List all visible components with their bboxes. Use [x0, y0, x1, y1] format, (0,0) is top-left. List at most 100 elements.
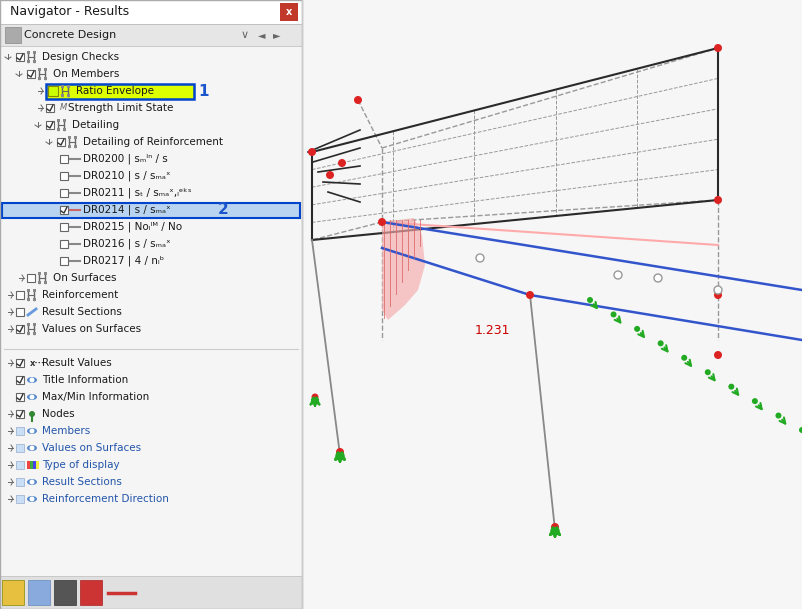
- Bar: [46, 104, 54, 112]
- Text: Strength Limit State: Strength Limit State: [68, 103, 173, 113]
- Bar: [2, 203, 300, 217]
- Circle shape: [714, 44, 722, 52]
- Bar: [33, 60, 35, 63]
- Bar: [60, 189, 68, 197]
- Text: Nodes: Nodes: [42, 409, 75, 419]
- Circle shape: [338, 159, 346, 167]
- Bar: [46, 83, 194, 99]
- Circle shape: [336, 448, 344, 456]
- Text: 2: 2: [218, 203, 229, 217]
- Circle shape: [30, 496, 34, 501]
- Bar: [67, 94, 70, 97]
- Bar: [16, 291, 24, 299]
- Bar: [16, 393, 24, 401]
- Text: M: M: [60, 104, 67, 113]
- Circle shape: [476, 254, 484, 262]
- Bar: [26, 323, 30, 326]
- Circle shape: [610, 311, 617, 317]
- Circle shape: [728, 384, 735, 390]
- Text: Reinforcement Direction: Reinforcement Direction: [42, 494, 169, 504]
- Circle shape: [714, 351, 722, 359]
- Circle shape: [658, 340, 664, 347]
- Text: 1.231: 1.231: [475, 323, 511, 337]
- Bar: [0, 24, 302, 46]
- Bar: [43, 272, 47, 275]
- Circle shape: [654, 274, 662, 282]
- Bar: [33, 289, 35, 292]
- Text: Max/Min Information: Max/Min Information: [42, 392, 149, 402]
- Circle shape: [378, 218, 386, 226]
- Circle shape: [308, 148, 316, 156]
- Bar: [2, 580, 24, 605]
- Ellipse shape: [27, 394, 37, 400]
- Circle shape: [654, 274, 662, 282]
- Text: DR0215 | Noₗᴵᴹ / No: DR0215 | Noₗᴵᴹ / No: [83, 222, 182, 232]
- Bar: [5, 27, 21, 43]
- Bar: [0, 0, 302, 609]
- Circle shape: [29, 411, 35, 417]
- Circle shape: [614, 271, 622, 279]
- Bar: [38, 77, 40, 80]
- Bar: [26, 51, 30, 54]
- Circle shape: [30, 446, 34, 451]
- Text: x···: x···: [30, 359, 45, 367]
- Ellipse shape: [27, 496, 37, 502]
- Bar: [63, 119, 66, 122]
- Text: On Members: On Members: [53, 69, 119, 79]
- Text: Detailing: Detailing: [72, 120, 119, 130]
- Text: Result Sections: Result Sections: [42, 307, 122, 317]
- Bar: [26, 289, 30, 292]
- Circle shape: [705, 369, 711, 375]
- Bar: [46, 121, 54, 129]
- Bar: [26, 332, 30, 335]
- Text: DR0211 | sₜ / sₘₐˣ,ₗᵉᵏˢ: DR0211 | sₜ / sₘₐˣ,ₗᵉᵏˢ: [83, 188, 192, 199]
- Circle shape: [799, 427, 802, 433]
- Bar: [67, 136, 71, 139]
- Bar: [2, 203, 300, 217]
- Text: Design Checks: Design Checks: [42, 52, 119, 62]
- Bar: [33, 51, 35, 54]
- Bar: [36, 461, 39, 469]
- Circle shape: [714, 286, 722, 294]
- Bar: [33, 461, 36, 469]
- Bar: [48, 86, 58, 96]
- Circle shape: [552, 527, 558, 533]
- Circle shape: [30, 395, 34, 400]
- Circle shape: [337, 452, 343, 458]
- Bar: [0, 0, 302, 24]
- Bar: [43, 281, 47, 284]
- Bar: [26, 60, 30, 63]
- Text: Title Information: Title Information: [42, 375, 128, 385]
- Circle shape: [30, 479, 34, 485]
- Bar: [0, 46, 302, 609]
- Text: DR0210 | s / sₘₐˣ: DR0210 | s / sₘₐˣ: [83, 171, 171, 181]
- Bar: [60, 240, 68, 248]
- Bar: [38, 68, 40, 71]
- Circle shape: [526, 291, 534, 299]
- Circle shape: [30, 429, 34, 434]
- Bar: [67, 85, 70, 88]
- Bar: [33, 323, 35, 326]
- Ellipse shape: [27, 445, 37, 451]
- Bar: [16, 53, 24, 61]
- Bar: [280, 3, 298, 21]
- Text: Values on Surfaces: Values on Surfaces: [42, 443, 141, 453]
- Text: DR0214 | s / sₘₐˣ: DR0214 | s / sₘₐˣ: [83, 205, 171, 215]
- Ellipse shape: [27, 479, 37, 485]
- Bar: [16, 478, 24, 486]
- Circle shape: [551, 523, 559, 531]
- Text: Ratio Envelope: Ratio Envelope: [76, 86, 154, 96]
- Bar: [0, 576, 302, 609]
- Polygon shape: [382, 218, 425, 320]
- Bar: [60, 85, 63, 88]
- Text: x: x: [286, 7, 292, 17]
- Bar: [60, 172, 68, 180]
- Text: ►: ►: [273, 30, 281, 40]
- Bar: [60, 155, 68, 163]
- Bar: [56, 128, 59, 131]
- Text: DR0216 | s / sₘₐˣ: DR0216 | s / sₘₐˣ: [83, 239, 171, 249]
- Bar: [60, 94, 63, 97]
- Bar: [80, 580, 102, 605]
- Text: DR0200 | sₘᴵⁿ / s: DR0200 | sₘᴵⁿ / s: [83, 153, 168, 164]
- Circle shape: [30, 378, 34, 382]
